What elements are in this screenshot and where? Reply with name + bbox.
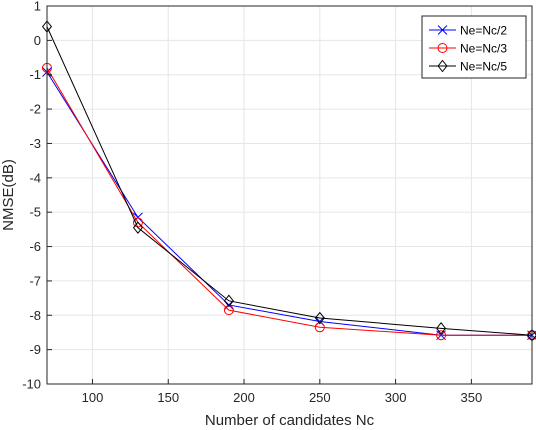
data-point: [436, 322, 447, 335]
series-2: [42, 62, 536, 341]
data-point: [223, 294, 234, 308]
legend-entry: Ne=Nc/3: [429, 42, 507, 56]
y-tick-label: 1: [34, 0, 41, 14]
y-tick-label: -9: [29, 342, 41, 357]
x-axis-label: Number of candidates Nc: [205, 412, 375, 429]
series-1: [42, 67, 536, 341]
ticks: 100 150 200 250 300 350 1 0 -1 -2 -3 -4 -5 -6 -7 -8 -9 -1…: [22, 0, 482, 405]
x-tick-label: 250: [309, 390, 331, 405]
data-point: [132, 221, 143, 234]
y-tick-label: -6: [29, 239, 41, 254]
data-point: [436, 330, 447, 341]
legend-label: Ne=Nc/5: [460, 60, 507, 74]
x-tick-label: 350: [461, 390, 483, 405]
series-line: [46, 71, 532, 336]
y-tick-label: -5: [29, 205, 41, 220]
legend: Ne=Nc/2 Ne=Nc/3 Ne=Nc/5: [421, 15, 527, 79]
series-layer: [41, 20, 536, 342]
y-tick-label: -4: [29, 170, 41, 185]
plot-frame: [46, 5, 533, 385]
series-line: [46, 26, 533, 336]
legend-label: Ne=Nc/3: [460, 42, 507, 56]
legend-marker: [437, 59, 448, 73]
y-tick-label: -2: [29, 102, 41, 117]
y-axis-label: NMSE(dB): [0, 159, 17, 231]
legend-entry: Ne=Nc/2: [429, 24, 507, 38]
y-tick-label: -3: [29, 136, 41, 151]
y-tick-label: -1: [29, 67, 41, 82]
y-tick-label: -8: [29, 308, 41, 323]
legend-label: Ne=Nc/2: [460, 24, 507, 38]
legend-entry: Ne=Nc/5: [429, 60, 507, 74]
y-tick-label: -10: [22, 377, 41, 392]
series-line: [46, 67, 532, 336]
legend-marker: [437, 43, 448, 53]
x-tick-label: 300: [385, 390, 407, 405]
x-tick-label: 100: [82, 390, 104, 405]
legend-marker: [437, 25, 448, 35]
x-tick-label: 150: [157, 390, 179, 405]
y-tick-label: 0: [34, 33, 41, 48]
x-tick-label: 200: [233, 390, 255, 405]
y-tick-label: -7: [29, 273, 41, 288]
data-point: [314, 311, 325, 325]
